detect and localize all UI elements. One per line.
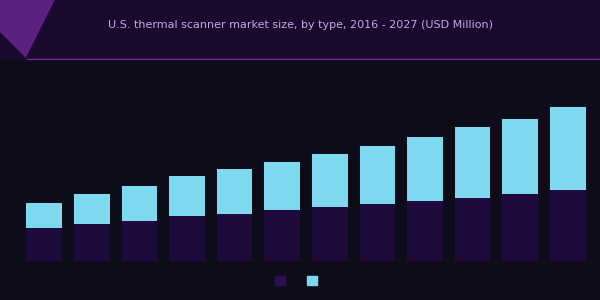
Bar bbox=[217, 169, 253, 214]
Bar bbox=[407, 137, 443, 201]
Bar bbox=[407, 201, 443, 261]
Text: U.S. thermal scanner market size, by type, 2016 - 2027 (USD Million): U.S. thermal scanner market size, by typ… bbox=[107, 20, 493, 30]
Polygon shape bbox=[0, 33, 27, 60]
Bar bbox=[122, 186, 157, 221]
Bar bbox=[265, 162, 300, 210]
Bar bbox=[502, 194, 538, 261]
Bar bbox=[169, 216, 205, 261]
Bar bbox=[550, 190, 586, 261]
Bar bbox=[169, 176, 205, 216]
Bar bbox=[122, 221, 157, 261]
Bar bbox=[26, 203, 62, 228]
Bar bbox=[74, 194, 110, 224]
Bar bbox=[455, 198, 490, 261]
Bar bbox=[502, 119, 538, 194]
Bar bbox=[359, 204, 395, 261]
Bar bbox=[265, 210, 300, 261]
Bar bbox=[217, 214, 253, 261]
Bar bbox=[455, 127, 490, 198]
Bar bbox=[312, 207, 347, 261]
Legend: , : , bbox=[275, 275, 325, 286]
Bar bbox=[312, 154, 347, 207]
Bar bbox=[359, 146, 395, 204]
Bar bbox=[550, 107, 586, 190]
Polygon shape bbox=[0, 0, 54, 60]
Bar bbox=[74, 224, 110, 261]
Bar bbox=[26, 228, 62, 261]
